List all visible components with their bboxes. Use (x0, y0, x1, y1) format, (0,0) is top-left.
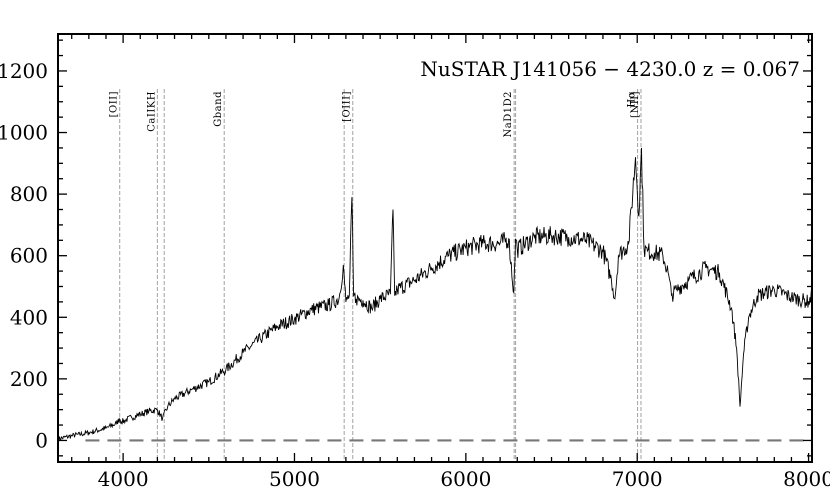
marker-label-3: Gband (213, 91, 224, 127)
spectrum-series-line (57, 147, 813, 442)
axis-ticks (58, 34, 812, 462)
plot-frame (57, 33, 813, 463)
y-tick-label-3: 600 (10, 244, 48, 268)
y-tick-label-4: 800 (10, 182, 48, 206)
y-tick-label-1: 200 (10, 367, 48, 391)
marker-label-9: [NII] (630, 91, 641, 118)
x-tick-label-2: 6000 (440, 467, 491, 491)
tick-labels: 4000 5000 6000 7000 8000 0 200 400 600 800 1000 120… (0, 59, 830, 491)
y-tick-label-6: 1200 (0, 59, 48, 83)
x-tick-label-0: 4000 (98, 467, 149, 491)
marker-label-8: Hα (627, 91, 638, 107)
y-tick-label-5: 1000 (0, 121, 48, 145)
y-tick-label-2: 400 (10, 305, 48, 329)
x-tick-label-1: 5000 (269, 467, 320, 491)
line-markers: [OII] CaIIKH Gband [OIII] NaD1D2 Hα[NII] (109, 89, 642, 462)
y-tick-label-0: 0 (35, 428, 48, 452)
marker-label-1: CaIIKH (146, 91, 157, 132)
marker-label-5: [OIII] (342, 91, 353, 122)
chart-title: NuSTAR J141056 − 4230.0 z = 0.067 (420, 57, 800, 81)
x-tick-label-4: 8000 (783, 467, 830, 491)
marker-label-6: NaD1D2 (503, 91, 514, 137)
marker-label-0: [OII] (109, 91, 120, 117)
x-tick-label-3: 7000 (612, 467, 663, 491)
